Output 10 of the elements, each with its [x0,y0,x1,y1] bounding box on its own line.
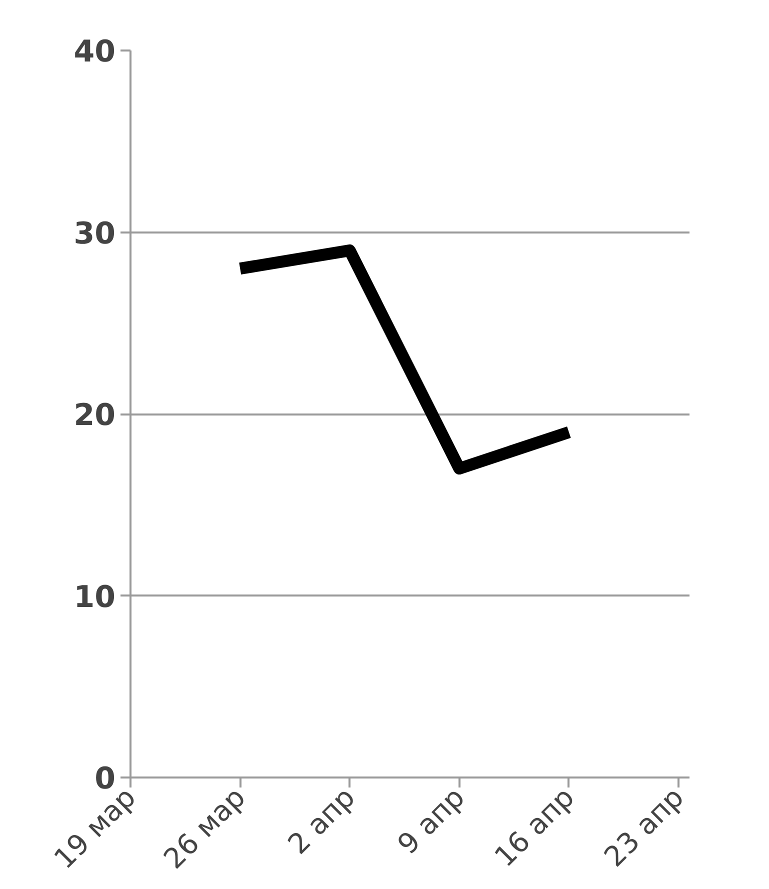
y-tick-label: 30 [74,216,116,252]
y-tick-label: 10 [74,580,116,615]
y-tick-label: 40 [74,34,116,70]
x-tick-label: 23 апр [598,780,690,874]
y-tick-label: 20 [74,398,116,433]
x-tick-label: 16 апр [488,780,581,874]
x-tick-label: 2 апр [281,780,362,861]
x-tick-label: 26 мар [157,780,252,876]
x-tick-label: 9 апр [391,780,471,861]
y-tick-label: 0 [94,762,116,796]
